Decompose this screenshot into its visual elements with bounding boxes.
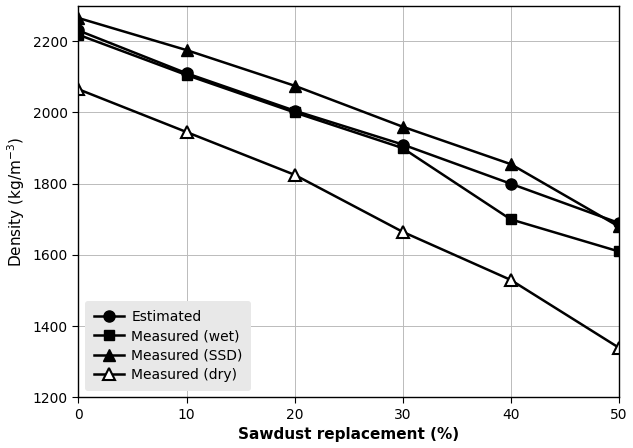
Line: Measured (wet): Measured (wet) xyxy=(73,30,624,256)
Line: Estimated: Estimated xyxy=(73,25,624,228)
Measured (dry) xyxy=(75,86,82,92)
Measured (wet) xyxy=(615,249,622,254)
Measured (SSD) xyxy=(183,47,191,53)
Estimated xyxy=(399,142,406,147)
Measured (wet) xyxy=(183,72,191,78)
Estimated xyxy=(183,71,191,76)
Measured (wet) xyxy=(75,32,82,38)
Measured (dry) xyxy=(399,229,406,234)
Measured (SSD) xyxy=(615,224,622,229)
Estimated xyxy=(507,181,515,186)
Measured (dry) xyxy=(507,277,515,283)
Measured (wet) xyxy=(507,217,515,222)
Line: Measured (dry): Measured (dry) xyxy=(73,84,624,353)
Measured (wet) xyxy=(291,110,298,115)
Measured (SSD) xyxy=(291,83,298,88)
Measured (wet) xyxy=(399,146,406,151)
Y-axis label: Density (kg/m$^{-3}$): Density (kg/m$^{-3}$) xyxy=(6,136,27,267)
X-axis label: Sawdust replacement (%): Sawdust replacement (%) xyxy=(238,427,459,443)
Measured (SSD) xyxy=(399,124,406,129)
Estimated xyxy=(75,28,82,33)
Measured (dry) xyxy=(291,172,298,177)
Estimated xyxy=(615,220,622,226)
Measured (SSD) xyxy=(507,161,515,167)
Legend: Estimated, Measured (wet), Measured (SSD), Measured (dry): Estimated, Measured (wet), Measured (SSD… xyxy=(85,301,251,391)
Line: Measured (SSD): Measured (SSD) xyxy=(73,13,624,232)
Measured (SSD) xyxy=(75,15,82,21)
Measured (dry) xyxy=(615,345,622,350)
Estimated xyxy=(291,108,298,113)
Measured (dry) xyxy=(183,129,191,135)
